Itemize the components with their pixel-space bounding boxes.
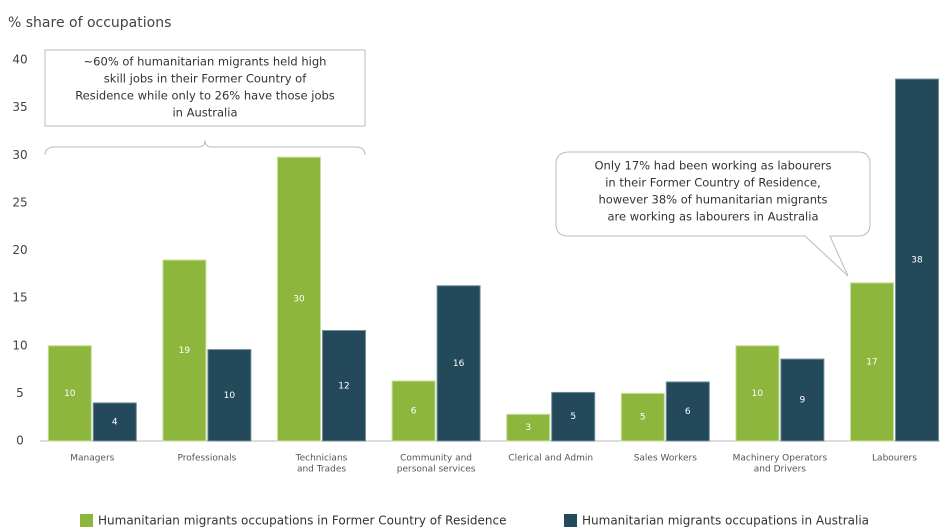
bar: [620, 392, 665, 442]
annotation: Only 17% had been working as labourers: [595, 159, 832, 173]
y-tick-label: 35: [12, 100, 27, 114]
value-label: 30: [293, 295, 305, 305]
bar: [92, 402, 137, 442]
y-tick-label: 5: [16, 386, 24, 400]
value-label: 38: [911, 256, 923, 266]
bar: [436, 285, 481, 442]
legend-swatch: [80, 514, 93, 527]
y-tick-label: 0: [16, 434, 24, 448]
x-tick-label: Community and: [400, 454, 472, 464]
x-tick-label: and Drivers: [754, 465, 806, 475]
legend-swatch: [564, 514, 577, 527]
bar: [551, 391, 596, 442]
bar: [47, 345, 92, 442]
value-label: 10: [752, 389, 764, 399]
x-tick-label: Technicians: [295, 454, 348, 464]
annotation-box: [44, 49, 366, 127]
legend-label: Humanitarian migrants occupations in For…: [98, 514, 507, 528]
bar: [322, 330, 366, 442]
annotation: in Australia: [172, 106, 237, 120]
y-tick-label: 25: [12, 195, 27, 209]
callout-box: [555, 151, 871, 277]
value-label: 3: [525, 423, 531, 433]
bar: [895, 78, 939, 442]
annotation: Residence while only to 26% have those j…: [75, 89, 335, 103]
value-label: 4: [112, 417, 118, 427]
value-label: 17: [866, 357, 877, 367]
annotation: are working as labourers in Australia: [607, 210, 818, 224]
value-label: 10: [64, 389, 76, 399]
y-tick-label: 20: [12, 243, 27, 257]
bar: [735, 345, 780, 442]
value-label: 16: [453, 359, 465, 369]
value-label: 9: [800, 396, 806, 406]
y-axis-title: % share of occupations: [8, 15, 171, 31]
annotation: skill jobs in their Former Country of: [104, 72, 307, 86]
value-label: 5: [640, 413, 646, 423]
y-tick-label: 10: [12, 338, 27, 352]
x-tick-label: Sales Workers: [634, 454, 698, 464]
legend-label: Humanitarian migrants occupations in Aus…: [582, 514, 869, 528]
bar: [506, 413, 551, 442]
brace: [44, 139, 366, 156]
bar: [850, 282, 894, 442]
annotation: in their Former Country of Residence,: [605, 176, 821, 190]
value-label: 6: [685, 407, 691, 417]
x-tick-label: Machinery Operators: [733, 454, 828, 464]
value-label: 5: [570, 412, 576, 422]
bar: [162, 259, 207, 442]
x-tick-label: Clerical and Admin: [508, 454, 593, 464]
bar: [207, 349, 252, 442]
value-label: 10: [224, 391, 236, 401]
x-tick-label: Managers: [70, 454, 114, 464]
y-tick-label: 30: [12, 148, 27, 162]
bar: [780, 358, 825, 442]
bar: [665, 381, 710, 442]
value-label: 12: [338, 381, 349, 391]
value-label: 19: [179, 346, 191, 356]
bar: [277, 156, 321, 442]
y-tick-label: 40: [12, 53, 27, 67]
y-tick-label: 15: [12, 291, 27, 305]
x-tick-label: personal services: [397, 465, 476, 475]
bar: [391, 380, 436, 442]
value-label: 6: [411, 406, 417, 416]
x-tick-label: Professionals: [178, 454, 237, 464]
annotation: however 38% of humanitarian migrants: [598, 193, 827, 207]
x-tick-label: Labourers: [872, 454, 917, 464]
annotation: ~60% of humanitarian migrants held high: [84, 55, 327, 69]
x-tick-label: and Trades: [297, 465, 346, 475]
